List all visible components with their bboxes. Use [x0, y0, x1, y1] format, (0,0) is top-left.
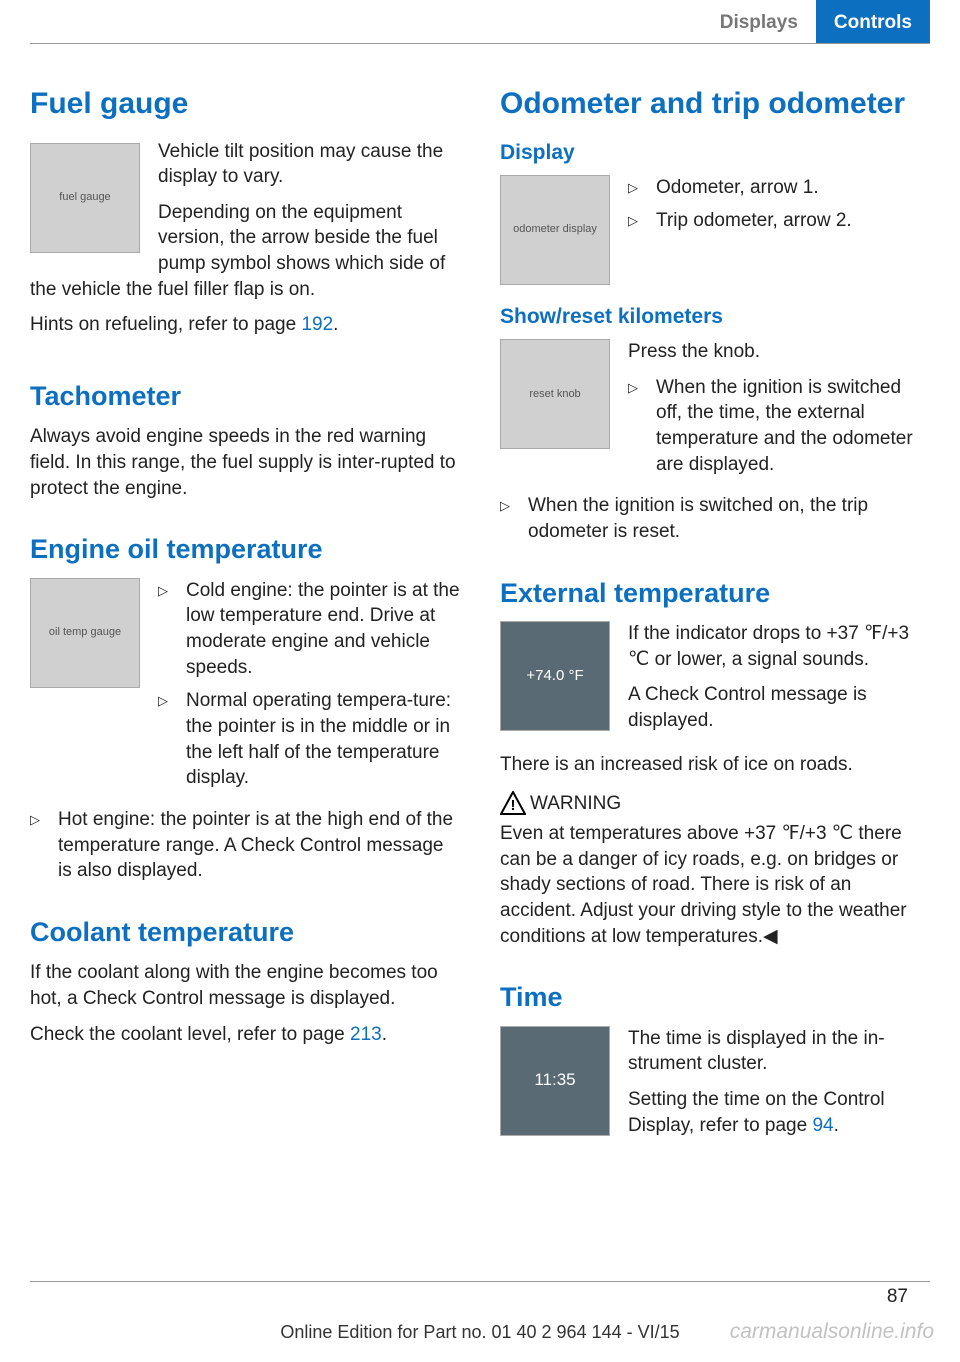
bullet-icon: ▷	[628, 208, 656, 234]
time-heading: Time	[500, 979, 930, 1015]
fuel-p3a: Hints on refueling, refer to page	[30, 314, 301, 335]
knob-icon: reset knob	[500, 339, 610, 449]
oil-b2: Normal operating tempera‐ture: the point…	[186, 688, 460, 791]
odo-display-row: odometer display ▷ Odometer, arrow 1. ▷ …	[500, 175, 930, 285]
coolant-heading: Coolant temperature	[30, 914, 460, 950]
fuel-gauge-icon: fuel gauge	[30, 143, 140, 253]
odo-b1: Odometer, arrow 1.	[656, 175, 930, 201]
odo-display-bullets: ▷ Odometer, arrow 1. ▷ Trip odometer, ar…	[628, 175, 930, 285]
oil-b3-row: ▷ Hot engine: the pointer is at the high…	[30, 807, 460, 884]
header-section: Displays	[702, 0, 816, 43]
knob-b2: When the ignition is switched on, the tr…	[528, 493, 930, 544]
fuel-p3: Hints on refueling, refer to page 192.	[30, 312, 460, 338]
odo-b2: Trip odometer, arrow 2.	[656, 208, 930, 234]
link-192[interactable]: 192	[301, 314, 333, 335]
img-label: +74.0 °F	[526, 666, 583, 686]
left-column: Fuel gauge fuel gauge Vehicle tilt posit…	[30, 84, 460, 1156]
coolant-p2b: .	[382, 1024, 387, 1045]
odo-b1-row: ▷ Odometer, arrow 1.	[628, 175, 930, 201]
link-94[interactable]: 94	[812, 1115, 833, 1136]
oil-b1: Cold engine: the pointer is at the low t…	[186, 578, 460, 681]
display-subheading: Display	[500, 139, 930, 167]
ext-p3: There is an increased risk of ice on roa…	[500, 752, 930, 778]
knob-b1-row: ▷ When the ignition is switched off, the…	[628, 375, 930, 478]
fuel-gauge-block: fuel gauge Vehicle tilt position may cau…	[30, 139, 460, 313]
img-label: fuel gauge	[59, 190, 110, 205]
knob-text: Press the knob. ▷ When the ignition is s…	[628, 339, 930, 485]
ext-p1: If the indicator drops to +37 ℉/+3 ℃ or …	[628, 621, 930, 672]
time-p2b: .	[834, 1115, 839, 1136]
tachometer-heading: Tachometer	[30, 378, 460, 414]
warning-label: WARNING	[530, 791, 930, 817]
knob-b1: When the ignition is switched off, the t…	[656, 375, 930, 478]
bullet-icon: ▷	[158, 688, 186, 791]
ext-temp-icon: +74.0 °F	[500, 621, 610, 731]
knob-b2-row: ▷ When the ignition is switched on, the …	[500, 493, 930, 544]
img-label: oil temp gauge	[49, 625, 121, 640]
engine-oil-heading: Engine oil temperature	[30, 531, 460, 567]
img-label: odometer display	[513, 222, 597, 237]
show-reset-subheading: Show/reset kilometers	[500, 303, 930, 331]
time-p2a: Setting the time on the Control Display,…	[628, 1089, 885, 1136]
time-row: 11:35 The time is displayed in the in‐st…	[500, 1026, 930, 1149]
press-knob: Press the knob.	[628, 339, 930, 365]
odo-b2-row: ▷ Trip odometer, arrow 2.	[628, 208, 930, 234]
header-chapter: Controls	[816, 0, 930, 43]
watermark: carmanualsonline.info	[730, 1318, 934, 1346]
img-label: reset knob	[529, 387, 580, 402]
fuel-gauge-heading: Fuel gauge	[30, 84, 460, 125]
footer-rule	[30, 1281, 930, 1282]
oil-b3: Hot engine: the pointer is at the high e…	[58, 807, 460, 884]
bullet-icon: ▷	[158, 578, 186, 681]
page-number: 87	[887, 1284, 908, 1310]
external-temp-heading: External temperature	[500, 575, 930, 611]
odometer-heading: Odometer and trip odometer	[500, 84, 930, 125]
oil-gauge-icon: oil temp gauge	[30, 578, 140, 688]
warning-text: Even at temperatures above +37 ℉/+3 ℃ th…	[500, 821, 930, 949]
clock-icon: 11:35	[500, 1026, 610, 1136]
right-column: Odometer and trip odometer Display odome…	[500, 84, 930, 1156]
bullet-icon: ▷	[500, 493, 528, 544]
svg-text:!: !	[511, 797, 516, 814]
time-text: The time is displayed in the in‐strument…	[628, 1026, 930, 1149]
oil-b1-row: ▷ Cold engine: the pointer is at the low…	[158, 578, 460, 681]
page-header: Displays Controls	[30, 0, 930, 44]
ext-p2: A Check Control message is displayed.	[628, 682, 930, 733]
bullet-icon: ▷	[628, 375, 656, 478]
warning-icon: !	[500, 791, 530, 815]
warning-row: ! WARNING	[500, 791, 930, 817]
bullet-icon: ▷	[628, 175, 656, 201]
fuel-p3b: .	[333, 314, 338, 335]
ext-row: +74.0 °F If the indicator drops to +37 ℉…	[500, 621, 930, 744]
oil-b2-row: ▷ Normal operating tempera‐ture: the poi…	[158, 688, 460, 791]
time-p2: Setting the time on the Control Display,…	[628, 1087, 930, 1138]
img-label: 11:35	[534, 1069, 575, 1092]
link-213[interactable]: 213	[350, 1024, 382, 1045]
oil-row: oil temp gauge ▷ Cold engine: the pointe…	[30, 578, 460, 799]
ext-text: If the indicator drops to +37 ℉/+3 ℃ or …	[628, 621, 930, 744]
knob-row: reset knob Press the knob. ▷ When the ig…	[500, 339, 930, 485]
time-p1: The time is displayed in the in‐strument…	[628, 1026, 930, 1077]
tach-p1: Always avoid engine speeds in the red wa…	[30, 424, 460, 501]
page-content: Fuel gauge fuel gauge Vehicle tilt posit…	[0, 44, 960, 1156]
coolant-p2: Check the coolant level, refer to page 2…	[30, 1022, 460, 1048]
odometer-display-icon: odometer display	[500, 175, 610, 285]
bullet-icon: ▷	[30, 807, 58, 884]
oil-bullets-top: ▷ Cold engine: the pointer is at the low…	[158, 578, 460, 799]
coolant-p2a: Check the coolant level, refer to page	[30, 1024, 350, 1045]
coolant-p1: If the coolant along with the engine bec…	[30, 960, 460, 1011]
